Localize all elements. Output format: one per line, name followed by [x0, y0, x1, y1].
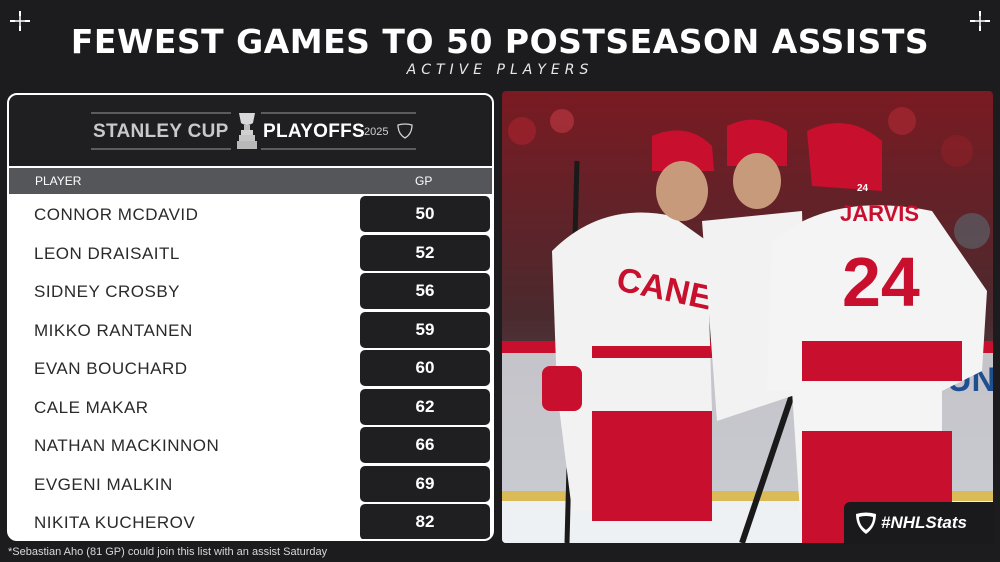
footnote: *Sebastian Aho (81 GP) could join this l… [8, 546, 328, 558]
player-name: SIDNEY CROSBY [34, 282, 181, 301]
nhl-shield-icon [856, 512, 876, 534]
column-header-gp: GP [415, 174, 433, 188]
page-title: FEWEST GAMES TO 50 POSTSEASON ASSISTS [70, 22, 930, 61]
games-played-value: 52 [360, 234, 490, 271]
player-name: MIKKO RANTANEN [34, 320, 193, 340]
jersey-name-text: JARVIS [840, 201, 919, 226]
player-name: CONNOR MCDAVID [34, 205, 199, 224]
games-played-value: 60 [360, 350, 490, 386]
page-subtitle: ACTIVE PLAYERS [406, 62, 594, 78]
logo-left-text: STANLEY CUP [93, 121, 229, 142]
player-name: LEON DRAISAITL [34, 243, 180, 263]
nhl-stats-label: #NHLStats [881, 513, 967, 532]
photo-illustration: UN CANES JARVIS 24 24 [502, 91, 993, 543]
player-name: EVGENI MALKIN [34, 474, 173, 494]
games-played-value: 50 [360, 196, 490, 232]
stanley-cup-icon [237, 113, 257, 149]
team-celebration-photo: UN CANES JARVIS 24 24 [502, 91, 993, 543]
table-body: CONNOR MCDAVID 50 LEON DRAISAITL 52 SIDN… [9, 196, 492, 539]
corner-ornament-icon [970, 11, 990, 31]
stanley-cup-playoffs-logo: STANLEY CUP PLAYOFFS 2025 [91, 109, 416, 153]
games-played-value: 66 [360, 427, 490, 463]
logo-right-text: PLAYOFFS [263, 121, 365, 142]
table-row: LEON DRAISAITL 52 [9, 234, 492, 271]
table-row: EVAN BOUCHARD 60 [9, 350, 492, 386]
player-name: NIKITA KUCHEROV [34, 513, 196, 532]
games-played-value: 62 [360, 388, 490, 425]
games-played-value: 69 [360, 465, 490, 502]
table-row: NIKITA KUCHEROV 82 [9, 504, 492, 539]
table-row: NATHAN MACKINNON 66 [9, 427, 492, 463]
games-played-value: 82 [360, 504, 490, 539]
table-row: CALE MAKAR 62 [9, 388, 492, 425]
table-row: MIKKO RANTANEN 59 [9, 311, 492, 348]
corner-ornament-icon [10, 11, 30, 31]
player-name: CALE MAKAR [34, 397, 149, 417]
logo-frame [91, 112, 416, 150]
table-row: CONNOR MCDAVID 50 [9, 196, 492, 232]
logo-year: 2025 [364, 126, 389, 138]
games-played-value: 59 [360, 311, 490, 348]
helmet-number: 24 [857, 183, 869, 194]
table-header-banner: STANLEY CUP PLAYOFFS 2025 [9, 95, 492, 166]
table-row: EVGENI MALKIN 69 [9, 465, 492, 502]
nhl-stats-badge: #NHLStats [844, 502, 994, 544]
table-column-header: PLAYER GP [9, 168, 492, 194]
games-played-value: 56 [360, 273, 490, 309]
stats-table-panel: STANLEY CUP PLAYOFFS 2025 PLAYER GP CONN… [7, 93, 494, 541]
jersey-number-text: 24 [842, 243, 920, 321]
player-name: EVAN BOUCHARD [34, 359, 188, 378]
nhl-shield-icon [397, 123, 413, 139]
column-header-player: PLAYER [35, 174, 82, 188]
table-row: SIDNEY CROSBY 56 [9, 273, 492, 309]
player-name: NATHAN MACKINNON [34, 436, 220, 455]
